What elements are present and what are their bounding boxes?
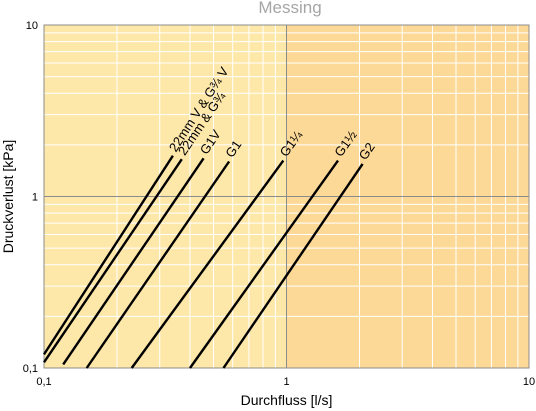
- series-lines: [42, 155, 364, 369]
- chart-title: Messing: [258, 0, 322, 17]
- series-line-6: [189, 159, 339, 369]
- series-line-1: [42, 155, 174, 356]
- y-axis-title: Druckverlust [kPa]: [0, 140, 16, 254]
- y-tick-label: 10: [26, 20, 38, 32]
- series-line-7: [222, 163, 364, 369]
- x-tick-labels: 0,1 1 10: [36, 376, 535, 388]
- x-tick-label: 0,1: [36, 376, 51, 388]
- series-line-3: [62, 157, 205, 366]
- series-line-5: [130, 159, 285, 369]
- series-line-4: [85, 160, 231, 369]
- y-tick-label: 1: [32, 192, 38, 204]
- y-tick-labels: 0,1 1 10: [23, 20, 38, 375]
- x-axis-title: Durchfluss [l/s]: [241, 392, 333, 408]
- x-tick-label: 10: [523, 376, 535, 388]
- series-line-2: [43, 158, 183, 363]
- y-tick-label: 0,1: [23, 363, 38, 375]
- x-tick-label: 1: [283, 376, 289, 388]
- plot-frame: [43, 24, 530, 369]
